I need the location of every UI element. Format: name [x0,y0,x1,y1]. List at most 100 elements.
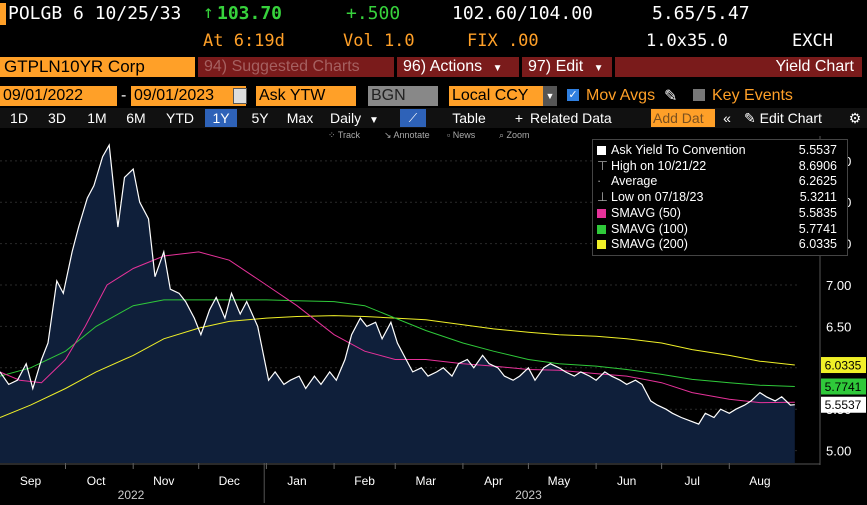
legend-item: SMAVG (100) 5.7741 [597,222,843,237]
date-separator: - [121,87,127,104]
legend-value: 5.5835 [798,205,837,220]
y-tick-label: 7.00 [826,278,851,293]
x-tick-label: Jan [287,474,306,488]
pencil-icon[interactable]: ✎ [664,88,678,105]
chart-tool-news[interactable]: ▫ News [447,130,476,140]
mov-avgs-checkbox[interactable]: ✓ [567,89,579,101]
chart-tool-track[interactable]: ⁘ Track [328,130,361,140]
x-tick-label: Apr [484,474,503,488]
period-6m[interactable]: 6M [126,110,146,126]
range-bar: 1D 3D 1M 6M YTD 1Y 5Y Max Daily ▼ ⟋ Tabl… [0,108,867,128]
legend-label: SMAVG (200) [611,237,688,252]
ticker[interactable]: POLGB 6 10/25/33 [8,3,182,24]
legend-value: 5.5537 [798,143,837,157]
up-arrow-icon: ↑ [203,2,214,23]
legend-swatch [597,208,606,218]
year-label: 2022 [118,488,145,502]
period-1y[interactable]: 1Y [205,109,237,127]
legend-swatch [597,146,606,155]
add-data-field[interactable]: Add Dat [651,109,715,127]
series-line-smavg-100 [0,299,795,387]
news-label: News [452,130,476,140]
gear-icon[interactable]: ⚙ [848,110,862,126]
period-1d[interactable]: 1D [10,110,28,126]
x-tick-label: May [548,474,571,488]
price-change: +.500 [346,3,401,24]
x-tick-label: Nov [153,474,174,488]
legend-item: SMAVG (50) 5.5835 [597,206,843,221]
yield-area [0,145,795,463]
quote-bar: POLGB 6 10/25/33 ↑ 103.70 +.500 102.60/1… [0,0,867,28]
options-bar: 09/01/2022 - 09/01/2023 Ask YTW BGN Loca… [0,86,867,108]
last-price: 103.70 [217,3,283,24]
legend-value: 5.7741 [798,221,837,236]
fix-value: FIX .00 [467,31,539,51]
chart-tool-annotate[interactable]: ↘ Annotate [384,130,430,140]
x-tick-label: Aug [749,474,770,488]
security-field[interactable]: GTPLN10YR Corp [0,57,195,77]
high-marker-icon: ⊤ [597,158,608,173]
command-bar: GTPLN10YR Corp 94) Suggested Charts 96) … [0,55,867,79]
plus-icon: + [514,110,524,126]
currency-label: Local CCY [452,87,529,104]
legend-label: Low on 07/18/23 [611,190,704,205]
size: 1.0x35.0 [646,31,728,51]
legend-item: · Average 6.2625 [597,174,843,189]
period-ytd[interactable]: YTD [166,110,194,126]
legend-item: ⊥ Low on 07/18/23 5.3211 [597,190,843,205]
period-5y[interactable]: 5Y [251,110,269,126]
currency-select[interactable]: Local CCY ▼ [449,86,557,106]
legend-swatch [597,240,606,250]
actions-menu[interactable]: 96) Actions ▼ [397,57,519,77]
frequency-select[interactable]: Daily ▼ [330,109,392,127]
edit-menu[interactable]: 97) Edit ▼ [522,57,612,77]
chart-tool-zoom[interactable]: ⌕ Zoom [499,130,530,140]
annotate-label: Annotate [393,130,430,140]
calendar-icon[interactable] [233,88,247,104]
x-tick-label: Feb [354,474,375,488]
low-marker-icon: ⊥ [597,190,608,205]
dropdown-arrow-icon: ▼ [593,63,604,74]
end-date-field[interactable]: 09/01/2023 [131,86,246,106]
legend-value: 6.0335 [798,237,837,252]
legend-label: Ask Yield To Convention [611,143,746,157]
period-3d[interactable]: 3D [48,110,66,126]
x-tick-label: Oct [87,474,106,488]
dropdown-arrow-icon: ▼ [369,115,379,126]
x-tick-label: Jun [617,474,636,488]
source-field[interactable]: BGN [368,86,438,106]
zoom-label: Zoom [506,130,530,140]
start-date-field[interactable]: 09/01/2022 [0,86,117,106]
bid-ask-yields: 5.65/5.47 [652,3,750,24]
period-1m[interactable]: 1M [87,110,107,126]
collapse-left-icon[interactable]: « [723,110,731,126]
exchange: EXCH [792,31,833,51]
table-button[interactable]: Table [452,110,486,126]
key-events-checkbox[interactable] [693,89,705,101]
edit-chart-button[interactable]: ✎ Edit Chart [744,109,840,127]
actions-label: 96) Actions [403,58,483,75]
last-value-badge [821,396,866,413]
dropdown-arrow-icon: ▼ [492,63,503,74]
legend-label: SMAVG (100) [611,221,688,236]
bid-ask: 102.60/104.00 [452,3,593,24]
suggested-charts-button[interactable]: 94) Suggested Charts [198,57,394,77]
quote-time: At 6:19d [203,31,285,51]
field-selector[interactable]: Ask YTW [256,86,356,106]
legend-item: Ask Yield To Convention 5.5537 [597,143,843,158]
line-chart-icon[interactable]: ⟋ [400,109,426,127]
legend-value: 6.2625 [798,174,837,189]
x-tick-label: Mar [415,474,436,488]
chart-legend: Ask Yield To Convention 5.5537 ⊤ High on 10… [592,139,848,256]
x-tick-label: Dec [219,474,240,488]
legend-label: SMAVG (50) [611,205,681,220]
legend-swatch [597,224,606,234]
edit-label: 97) Edit [528,58,584,75]
legend-label: Average [611,174,658,189]
dropdown-arrow-icon: ▼ [543,86,557,106]
period-max[interactable]: Max [286,110,314,126]
series-line-smavg-50 [0,251,795,404]
related-data-button[interactable]: Related Data [530,110,612,126]
legend-label: High on 10/21/22 [611,158,707,173]
frequency-label: Daily [330,110,362,126]
